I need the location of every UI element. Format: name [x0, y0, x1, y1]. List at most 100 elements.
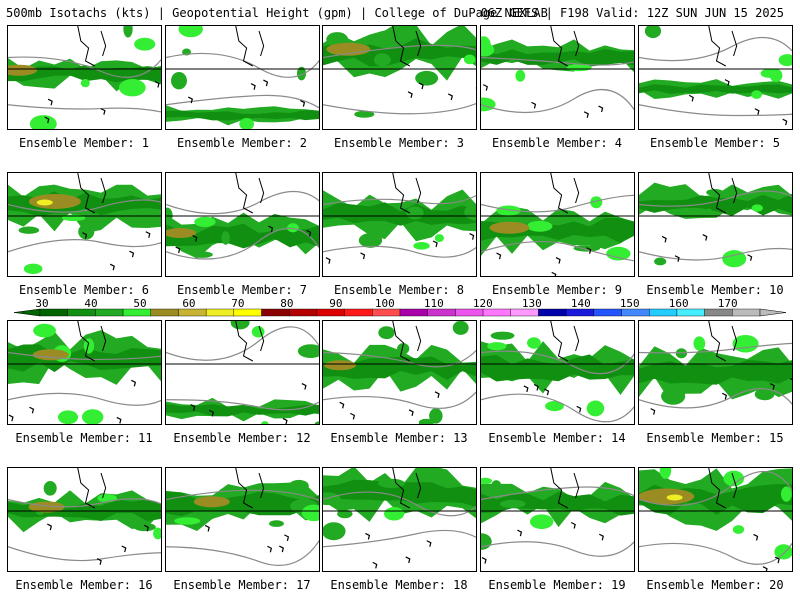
coastline	[702, 234, 708, 241]
coastline	[408, 409, 414, 416]
coastline	[187, 96, 193, 104]
wind-field-map	[639, 173, 792, 268]
isotach-shading	[251, 326, 265, 338]
colorbar-segment	[261, 308, 290, 317]
colorbar-segment	[205, 308, 235, 317]
coastline	[447, 93, 453, 101]
coastline	[774, 556, 780, 564]
coastline	[77, 173, 107, 214]
coastline	[407, 91, 413, 98]
colorbar-left-arrow	[13, 308, 41, 317]
colorbar-segment	[372, 308, 401, 317]
height-contour	[481, 56, 634, 66]
ensemble-member-map	[638, 467, 793, 572]
coastline	[131, 379, 137, 387]
colorbar-tick-label: 130	[522, 297, 542, 310]
isotach-shading	[590, 196, 603, 209]
colorbar-segment	[344, 308, 373, 317]
isotach-shading	[358, 233, 383, 248]
isotach-shading	[354, 110, 375, 118]
isotach-shading	[496, 205, 521, 216]
isotach-shading	[704, 208, 713, 216]
wind-field-map	[8, 321, 161, 424]
coastline	[235, 468, 265, 509]
coastline	[192, 235, 198, 242]
isotach-shading	[490, 331, 515, 340]
isotach-shading	[481, 354, 634, 382]
coastline	[650, 408, 656, 415]
coastline	[209, 409, 214, 417]
ensemble-member-label: Ensemble Member: 12	[173, 431, 311, 445]
isotach-shading	[489, 221, 530, 234]
ensemble-member-map	[322, 320, 477, 425]
isotach-shading	[606, 246, 631, 261]
ensemble-member-map	[322, 467, 477, 572]
ensemble-member-map	[480, 320, 635, 425]
isotach-shading	[170, 71, 187, 90]
coastline	[300, 100, 306, 107]
colorbar-tick-label: 60	[182, 297, 195, 310]
height-contour	[166, 191, 319, 215]
height-contour	[8, 104, 161, 113]
ensemble-member-label: Ensemble Member: 2	[176, 136, 308, 150]
coastline	[523, 385, 529, 393]
wind-field-map	[323, 173, 476, 264]
coastline	[426, 540, 432, 547]
height-contour	[481, 486, 634, 501]
ensemble-member-map	[322, 25, 477, 130]
colorbar-segment	[399, 308, 428, 317]
coastline	[263, 79, 269, 87]
coastline	[100, 108, 106, 115]
coastline	[116, 416, 122, 424]
coastline	[533, 383, 539, 391]
colorbar-tick-label: 110	[424, 297, 444, 310]
isotach-shading	[166, 223, 319, 249]
isotach-shading	[434, 234, 444, 242]
coastline	[204, 524, 210, 532]
coastline	[469, 233, 475, 240]
coastline	[550, 173, 580, 214]
isotach-shading	[452, 321, 469, 335]
isotach-shading	[8, 64, 38, 76]
height-contour	[166, 227, 319, 260]
isotach-shading	[80, 79, 90, 88]
isotach-shading	[481, 533, 492, 550]
coastline	[339, 401, 345, 409]
coastline	[550, 26, 580, 67]
isotach-shading	[378, 326, 395, 340]
ensemble-member-map	[7, 467, 162, 572]
isotach-shading	[751, 90, 762, 99]
coastline	[154, 80, 160, 88]
ensemble-member-map	[7, 25, 162, 130]
isotach-shading	[323, 356, 476, 380]
ensemble-member-label: Ensemble Member: 19	[488, 578, 626, 592]
isotach-shading	[661, 387, 686, 405]
isotach-shading	[491, 480, 501, 489]
coastline	[586, 247, 592, 254]
wind-field-map	[166, 468, 319, 566]
isotach-shading	[323, 479, 476, 508]
coastline	[674, 255, 680, 262]
height-contour	[8, 392, 161, 406]
coastline	[372, 561, 378, 569]
isotach-shading	[384, 506, 405, 521]
height-contour	[166, 539, 319, 566]
height-contour	[323, 102, 476, 115]
isotach-shading	[166, 491, 319, 517]
isotach-shading	[193, 496, 230, 508]
coastline	[555, 257, 561, 264]
ensemble-member-map	[480, 172, 635, 277]
coastline	[753, 533, 759, 541]
coastline	[121, 545, 127, 553]
isotach-shading	[166, 110, 319, 121]
isotach-shading	[134, 37, 156, 51]
isotach-shading	[378, 478, 405, 488]
isotach-shading	[28, 501, 65, 513]
isotach-shading	[527, 337, 541, 349]
height-contour	[8, 546, 161, 562]
coastline	[175, 246, 181, 254]
wind-field-map	[8, 468, 161, 565]
colorbar-segment	[39, 308, 68, 317]
colorbar-segment	[233, 308, 262, 317]
coastline	[235, 173, 265, 214]
